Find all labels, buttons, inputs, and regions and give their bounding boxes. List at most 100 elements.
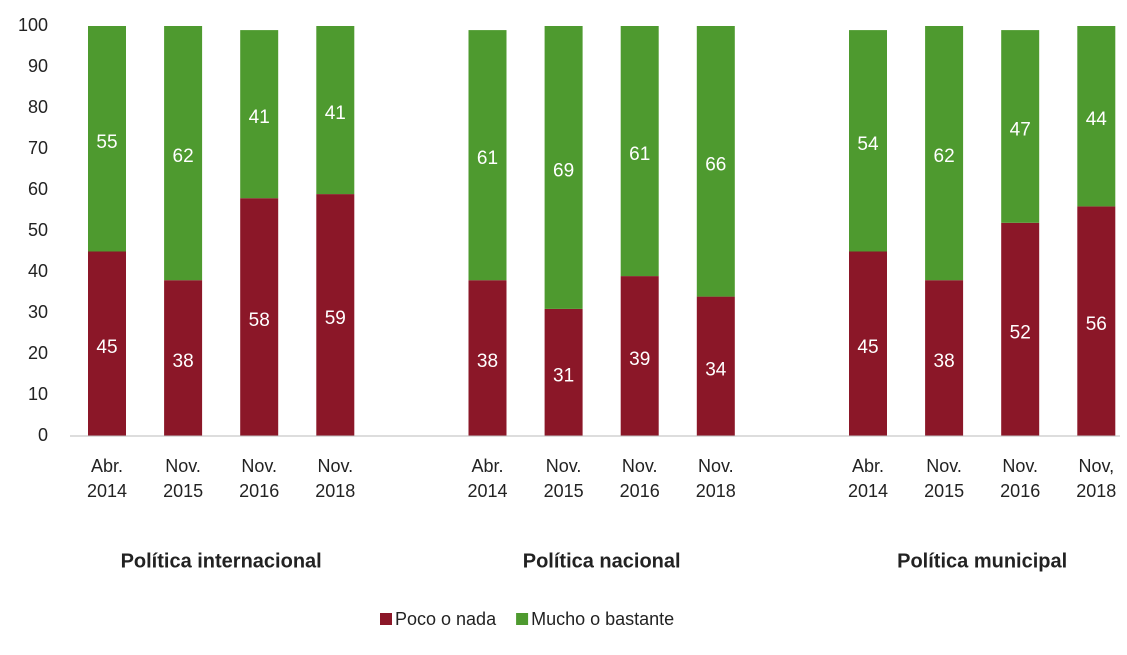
x-tick-label-line: Nov, xyxy=(1078,456,1114,476)
data-label: 59 xyxy=(325,308,346,329)
x-tick-label: Nov. 2018 xyxy=(315,456,355,501)
bar-segment xyxy=(164,26,203,281)
bar-segment xyxy=(544,308,583,436)
group-label: Política municipal xyxy=(897,550,1067,572)
data-label: 44 xyxy=(1086,109,1108,130)
data-label: 54 xyxy=(857,134,879,155)
data-label: 69 xyxy=(553,160,574,181)
data-label: 41 xyxy=(249,107,270,128)
x-tick-label-line: 2015 xyxy=(163,481,203,501)
data-label: 41 xyxy=(325,103,346,124)
data-label: 45 xyxy=(96,337,117,358)
x-tick-label: Abr. 2014 xyxy=(87,456,127,501)
x-tick-label-line: Abr. xyxy=(852,456,884,476)
bar-segment xyxy=(620,26,659,277)
x-tick-label-line: 2016 xyxy=(620,481,660,501)
data-label: 52 xyxy=(1010,322,1031,343)
data-label: 34 xyxy=(705,359,727,380)
data-label: 61 xyxy=(477,148,498,169)
x-tick-label-line: Nov. xyxy=(698,456,734,476)
legend-swatch xyxy=(380,613,392,625)
x-tick-label: Nov. 2016 xyxy=(620,456,660,501)
x-tick-label-line: Nov. xyxy=(241,456,277,476)
data-label: 38 xyxy=(934,351,955,372)
data-label: 38 xyxy=(173,351,194,372)
data-label: 31 xyxy=(553,365,574,386)
x-tick-label-line: 2014 xyxy=(87,481,127,501)
data-label: 61 xyxy=(629,144,650,165)
x-tick-label-line: 2016 xyxy=(239,481,279,501)
y-tick-label: 10 xyxy=(28,384,48,404)
bar-segment xyxy=(316,194,355,436)
bar-segment xyxy=(925,280,964,436)
group-label: Política internacional xyxy=(121,550,322,572)
bar-segment xyxy=(696,296,735,436)
bar-segment xyxy=(88,251,126,436)
data-label: 58 xyxy=(249,310,270,331)
x-tick-label: Abr. 2014 xyxy=(467,456,507,501)
data-label: 47 xyxy=(1010,119,1031,140)
x-tick-label-line: 2018 xyxy=(696,481,736,501)
x-tick-label-line: 2016 xyxy=(1000,481,1040,501)
y-tick-label: 30 xyxy=(28,302,48,322)
x-tick-label-line: Nov. xyxy=(926,456,962,476)
legend-label: Mucho o bastante xyxy=(531,609,674,629)
data-label: 56 xyxy=(1086,314,1107,335)
bar-segment xyxy=(164,280,203,436)
x-tick-label: Nov. 2016 xyxy=(1000,456,1040,501)
x-tick-label-line: 2014 xyxy=(467,481,507,501)
bar-segment xyxy=(696,26,735,297)
bar-segment xyxy=(1077,206,1116,436)
x-tick-label-line: Nov. xyxy=(317,456,353,476)
y-tick-label: 90 xyxy=(28,56,48,76)
y-tick-label: 50 xyxy=(28,220,48,240)
x-tick-label: Nov. 2015 xyxy=(544,456,584,501)
x-tick-label: Nov, 2018 xyxy=(1076,456,1116,501)
x-tick-label-line: 2015 xyxy=(924,481,964,501)
bar-segment xyxy=(240,198,279,436)
data-label: 45 xyxy=(857,337,878,358)
x-tick-label-line: Abr. xyxy=(471,456,503,476)
bar-segment xyxy=(1001,30,1040,223)
y-tick-label: 100 xyxy=(18,15,48,35)
bar-segment xyxy=(1001,222,1040,436)
x-tick-label-line: Nov. xyxy=(1002,456,1038,476)
x-tick-label-line: Nov. xyxy=(622,456,658,476)
bar-segment xyxy=(849,30,887,252)
data-label: 62 xyxy=(173,146,194,167)
x-tick-label: Nov. 2015 xyxy=(163,456,203,501)
bar-segment xyxy=(468,30,507,281)
data-label: 66 xyxy=(705,154,726,175)
x-tick-label: Nov. 2015 xyxy=(924,456,964,501)
bar-segment xyxy=(620,276,659,436)
bar-segment xyxy=(925,26,964,281)
x-tick-label-line: 2014 xyxy=(848,481,888,501)
x-tick-label: Abr. 2014 xyxy=(848,456,888,501)
x-tick-label-line: Nov. xyxy=(546,456,582,476)
x-tick-label-line: 2018 xyxy=(1076,481,1116,501)
y-tick-label: 0 xyxy=(38,425,48,445)
x-tick-label-line: Nov. xyxy=(165,456,201,476)
legend-label: Poco o nada xyxy=(395,609,497,629)
x-tick-label-line: Abr. xyxy=(91,456,123,476)
x-tick-label-line: 2015 xyxy=(544,481,584,501)
legend-swatch xyxy=(516,613,529,625)
y-tick-label: 80 xyxy=(28,97,48,117)
bar-segment xyxy=(849,251,887,436)
data-label: 55 xyxy=(96,132,117,153)
y-tick-label: 40 xyxy=(28,261,48,281)
data-label: 62 xyxy=(934,146,955,167)
data-label: 39 xyxy=(629,349,650,370)
bar-segment xyxy=(316,26,355,195)
bar-segment xyxy=(468,280,507,436)
x-tick-label-line: 2018 xyxy=(315,481,355,501)
y-tick-label: 20 xyxy=(28,343,48,363)
bar-segment xyxy=(240,30,279,199)
group-label: Política nacional xyxy=(523,550,681,572)
x-tick-label: Nov. 2018 xyxy=(696,456,736,501)
bar-segment xyxy=(1077,26,1116,207)
data-label: 38 xyxy=(477,351,498,372)
x-tick-label: Nov. 2016 xyxy=(239,456,279,501)
y-tick-label: 60 xyxy=(28,179,48,199)
